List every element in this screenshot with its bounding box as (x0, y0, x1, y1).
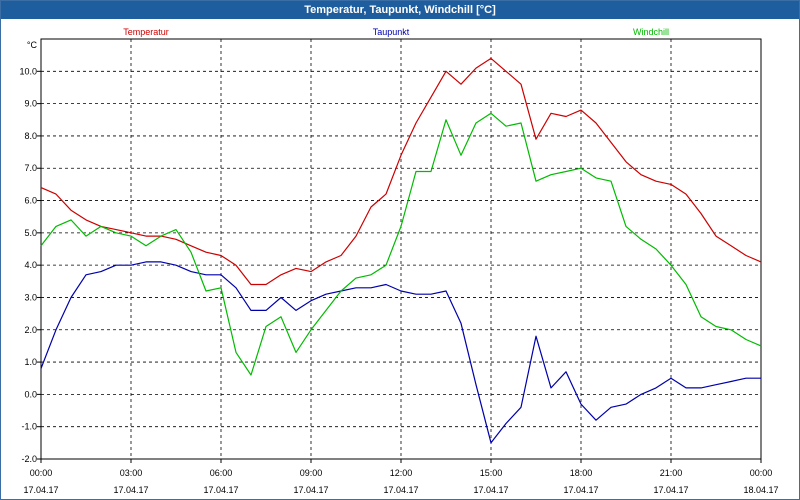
legend-entry-windchill: Windchill (633, 27, 669, 37)
y-tick-label: 2.0 (24, 325, 37, 335)
y-tick-label: -1.0 (21, 422, 37, 432)
x-tick-label-date: 17.04.17 (113, 485, 148, 495)
x-tick-label-date: 17.04.17 (23, 485, 58, 495)
y-tick-label: 7.0 (24, 163, 37, 173)
y-tick-label: 0.0 (24, 389, 37, 399)
x-tick-label-time: 00:00 (750, 468, 773, 478)
y-tick-label: 10.0 (19, 66, 37, 76)
series-line-taupunkt (40, 261, 761, 444)
x-tick-label-date: 18.04.17 (743, 485, 778, 495)
x-tick-label-time: 15:00 (480, 468, 503, 478)
x-tick-label-date: 17.04.17 (473, 485, 508, 495)
y-tick-label: 3.0 (24, 292, 37, 302)
y-tick-label: 8.0 (24, 131, 37, 141)
series-line-windchill (40, 112, 762, 376)
x-tick-label-time: 12:00 (390, 468, 413, 478)
x-tick-label-time: 18:00 (570, 468, 593, 478)
y-unit-label: °C (27, 40, 38, 50)
legend-entry-temperatur: Temperatur (123, 27, 169, 37)
x-tick-label-date: 17.04.17 (563, 485, 598, 495)
window-title: Temperatur, Taupunkt, Windchill [°C] (1, 1, 799, 19)
legend-entry-taupunkt: Taupunkt (373, 27, 410, 37)
x-tick-label-date: 17.04.17 (383, 485, 418, 495)
x-tick-label-time: 09:00 (300, 468, 323, 478)
y-tick-label: -2.0 (21, 454, 37, 464)
x-tick-label-time: 21:00 (660, 468, 683, 478)
x-tick-label-time: 06:00 (210, 468, 233, 478)
x-tick-label-date: 17.04.17 (653, 485, 688, 495)
x-tick-label-time: 03:00 (120, 468, 143, 478)
x-tick-label-date: 17.04.17 (203, 485, 238, 495)
y-tick-label: 1.0 (24, 357, 37, 367)
x-tick-label-date: 17.04.17 (293, 485, 328, 495)
y-tick-label: 9.0 (24, 99, 37, 109)
y-tick-label: 5.0 (24, 228, 37, 238)
y-tick-label: 6.0 (24, 196, 37, 206)
y-tick-label: 4.0 (24, 260, 37, 270)
x-tick-label-time: 00:00 (30, 468, 53, 478)
